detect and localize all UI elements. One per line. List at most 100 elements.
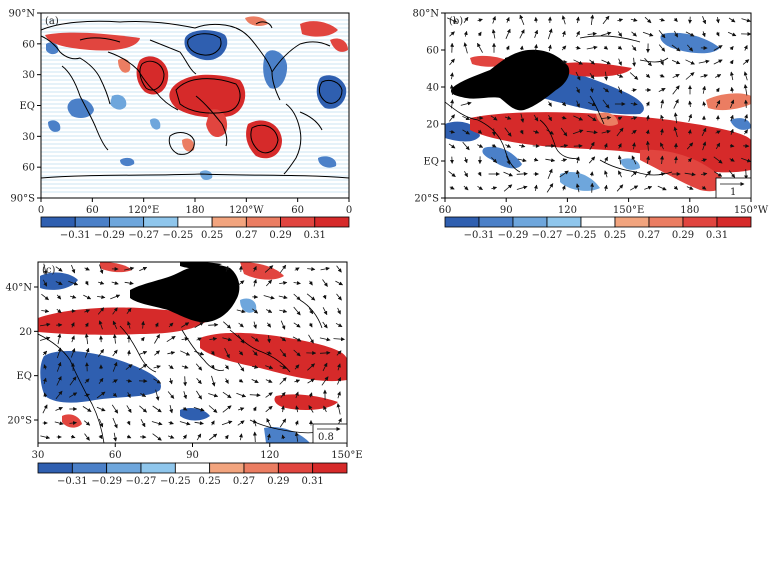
wind-vector	[548, 115, 552, 122]
colorbar-segment	[648, 216, 684, 228]
wind-vector	[319, 337, 331, 342]
panel-c-y-ticks: 40°N 20 EQ 20°S	[6, 283, 38, 427]
wind-vector	[519, 29, 525, 39]
wind-vector	[70, 434, 76, 439]
wind-vector	[140, 419, 146, 428]
colorbar-segment	[280, 216, 316, 228]
wind-vector	[547, 44, 552, 52]
colorbar-label: 0.29	[269, 230, 291, 241]
wind-vector	[518, 143, 526, 148]
panel-b-frame	[444, 12, 752, 199]
panel-b-reference-value: 1	[730, 187, 736, 198]
wind-vector	[701, 31, 706, 38]
wind-vector	[112, 417, 118, 429]
y-tick-label: 20°S	[7, 416, 32, 427]
x-tick-label: 30	[32, 450, 45, 461]
colorbar-label: 0.27	[638, 230, 660, 241]
wind-vector	[179, 421, 191, 426]
wind-vector	[253, 419, 257, 427]
wind-vector	[618, 58, 622, 66]
wind-vector	[516, 171, 528, 176]
wind-vector	[660, 155, 665, 165]
colorbar-label: −0.31	[60, 230, 91, 241]
wind-vector	[307, 267, 316, 272]
wind-vector	[141, 320, 146, 329]
coastline	[168, 132, 195, 155]
wind-vector	[631, 45, 637, 51]
colorbar-segment	[209, 462, 245, 474]
wind-vector	[153, 365, 161, 369]
y-tick-label: 20	[19, 327, 32, 338]
x-tick-label: 60	[291, 205, 304, 216]
colorbar-segment	[245, 216, 281, 228]
colorbar-segment	[716, 216, 752, 228]
wind-vector	[252, 265, 257, 272]
wind-vector	[644, 170, 652, 178]
colorbar-label: −0.29	[94, 230, 125, 241]
wind-vector	[280, 392, 286, 398]
wind-vector	[42, 350, 48, 356]
wind-vector	[98, 418, 104, 428]
wind-vector	[713, 171, 723, 177]
wind-vector	[603, 87, 609, 93]
x-tick-label: 60	[439, 205, 452, 216]
wind-vector	[253, 279, 257, 287]
wind-vector	[55, 407, 63, 411]
wind-vector	[293, 322, 301, 328]
panel-c: (c) 0.8 30 60 90 120 150°E 40°N 20 EQ 20°S −0.3…	[6, 261, 363, 487]
wind-vector	[463, 30, 468, 37]
wind-vector	[56, 308, 62, 314]
wind-vector	[279, 280, 288, 285]
panel-c-tibetan-plateau-mask	[130, 262, 240, 323]
x-tick-label: 90	[500, 205, 513, 216]
wind-vector	[224, 364, 229, 370]
wind-vector	[168, 322, 174, 328]
wind-vector	[126, 392, 131, 399]
wind-vector	[504, 127, 512, 137]
wind-vector	[321, 376, 329, 386]
wind-vector	[629, 185, 639, 191]
wind-vector	[167, 351, 176, 355]
wind-vector	[279, 309, 288, 314]
colorbar-label: 0.25	[201, 230, 223, 241]
wind-vector	[449, 129, 455, 134]
wind-vector	[658, 29, 666, 39]
wind-vector	[702, 101, 707, 107]
wind-vector	[280, 320, 286, 330]
wind-vector	[154, 350, 160, 356]
wind-vector	[266, 350, 272, 355]
wind-vector	[491, 143, 497, 148]
wind-vector	[701, 172, 708, 177]
wind-vector	[559, 170, 569, 178]
wind-vector	[698, 59, 710, 64]
wind-vector	[166, 335, 176, 343]
wind-vector	[280, 405, 285, 413]
wind-vector	[237, 420, 245, 426]
wind-vector	[561, 158, 568, 163]
wind-vector	[603, 45, 609, 50]
x-tick-label: 180	[680, 205, 699, 216]
wind-vector	[222, 337, 233, 342]
wind-vector	[265, 405, 273, 413]
wind-vector	[533, 157, 539, 162]
wind-vector	[252, 350, 258, 356]
y-tick-label: 40	[426, 83, 439, 94]
wind-vector	[84, 309, 91, 314]
wind-vector	[127, 321, 131, 329]
wind-vector	[575, 16, 580, 24]
wind-vector	[728, 170, 736, 178]
wind-vector	[196, 337, 202, 342]
wind-vector	[266, 279, 273, 287]
colorbar-segment	[682, 216, 718, 228]
wind-vector	[506, 155, 511, 165]
wind-vector	[194, 421, 204, 426]
colorbar-label: 0.27	[235, 230, 257, 241]
wind-vector	[505, 16, 510, 23]
wind-vector	[266, 309, 273, 313]
wind-vector	[265, 365, 274, 370]
wind-vector	[645, 129, 650, 135]
wind-vector	[645, 140, 650, 151]
panel-a-contours	[79, 33, 343, 154]
wind-vector	[561, 101, 567, 107]
wind-vector	[208, 393, 219, 398]
